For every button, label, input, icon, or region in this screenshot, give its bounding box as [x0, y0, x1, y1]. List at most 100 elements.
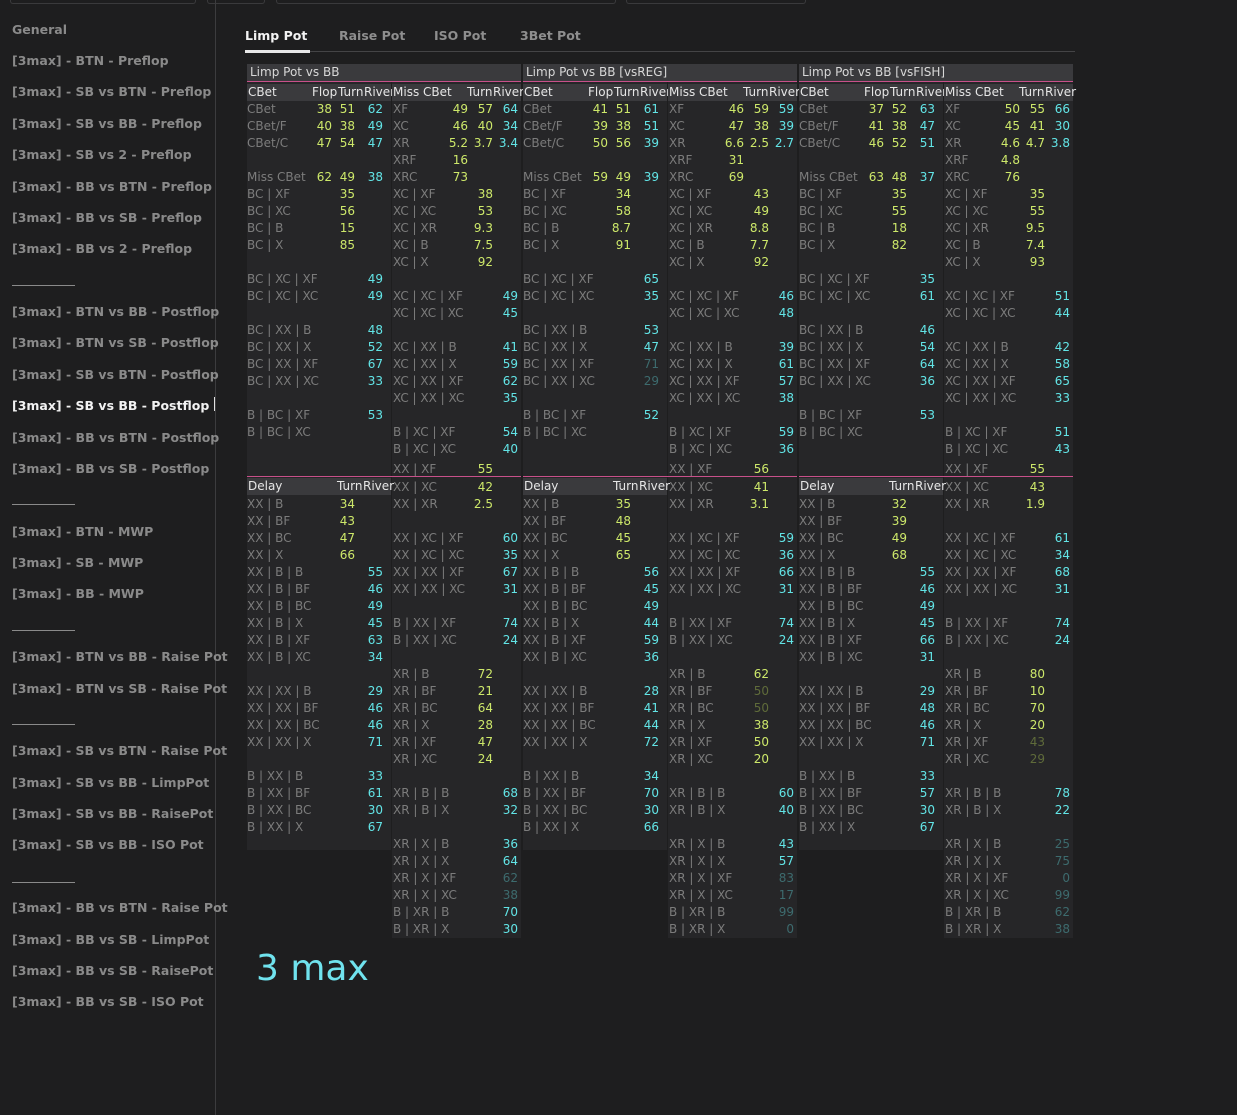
sidebar-item[interactable]: [3max] - BB - MWP [12, 586, 144, 601]
stat-value: 31 [1054, 582, 1070, 596]
stat-row: XR | B | X 22 [945, 802, 1074, 819]
stat-row: XRC 69 [669, 169, 798, 186]
stat-value: 55 [1029, 204, 1045, 218]
stat-label: XR | X | XF [945, 871, 1009, 885]
sidebar-item[interactable]: [3max] - SB vs BB - LimpPot [12, 775, 210, 790]
stat-label: CBet/F [799, 119, 839, 133]
stat-value: 34 [643, 769, 659, 783]
sidebar-item[interactable]: [3max] - BB vs SB - RaisePot [12, 963, 214, 978]
sidebar-item[interactable]: [3max] - BB vs SB - Postflop [12, 461, 210, 476]
stat-value: 66 [1054, 102, 1070, 116]
stat-row: BC | X 82 [799, 237, 943, 254]
stat-label: XX | B | BC [247, 599, 312, 613]
sidebar-item[interactable]: [3max] - SB vs BTN - Raise Pot [12, 743, 228, 758]
stat-label: XX | XC | XC [393, 548, 465, 562]
stat-value: 38 [753, 718, 769, 732]
stat-row: XX | XX | BF 48 [799, 700, 943, 717]
stat-label: XX | XC [669, 480, 713, 494]
sidebar-item[interactable]: [3max] - BTN vs SB - Raise Pot [12, 681, 228, 696]
stat-row: XX | XC | XF 59 [669, 530, 798, 547]
sidebar-item[interactable]: General [12, 22, 67, 37]
sidebar-item[interactable]: [3max] - BTN vs BB - Raise Pot [12, 649, 228, 664]
toolbar-stub[interactable] [10, 0, 196, 4]
stat-label: XR [669, 136, 686, 150]
stat-value: 67 [367, 820, 383, 834]
sidebar-item[interactable]: [3max] - BB vs 2 - Preflop [12, 241, 193, 256]
header-river: River [769, 85, 801, 99]
sidebar-item[interactable]: [3max] - SB vs 2 - Preflop [12, 147, 192, 162]
sidebar-item[interactable]: [3max] - SB vs BB - Preflop [12, 116, 202, 131]
sidebar-item[interactable]: [3max] - BB vs SB - LimpPot [12, 932, 210, 947]
stat-label: XRC [945, 170, 970, 184]
stat-label: BC | XC | XF [799, 272, 870, 286]
sidebar-item[interactable]: [3max] - SB vs BB - RaisePot [12, 806, 214, 821]
tab-3bet-pot[interactable]: 3Bet Pot [520, 28, 581, 43]
stat-value: 75 [1054, 854, 1070, 868]
toolbar-stub[interactable] [626, 0, 806, 4]
stat-label: Miss CBet [247, 170, 306, 184]
tab-raise-pot[interactable]: Raise Pot [339, 28, 406, 43]
stat-value: 70 [1029, 701, 1045, 715]
sidebar-item[interactable]: [3max] - BB vs BTN - Preflop [12, 179, 212, 194]
stat-row: CBet/C 50 56 39 [523, 135, 667, 152]
stat-value: 49 [919, 599, 935, 613]
stat-label: XX | XR [393, 497, 438, 511]
sidebar-item[interactable]: [3max] - BB vs SB - ISO Pot [12, 994, 204, 1009]
stat-row: B | BC | XF 53 [247, 407, 391, 424]
stat-row: XR | BF 21 [393, 683, 522, 700]
sidebar-item[interactable]: [3max] - BB vs BTN - Postflop [12, 430, 220, 445]
stat-row: XC | XX | B 39 [669, 339, 798, 356]
stat-value: 50 [753, 701, 769, 715]
stat-label: B | XR | X [945, 922, 1002, 936]
sidebar-item[interactable]: [3max] - BB vs BTN - Raise Pot [12, 900, 228, 915]
stat-value: 51 [339, 102, 355, 116]
stat-value: 3.1 [749, 497, 769, 511]
stat-label: XRF [393, 153, 417, 167]
stat-value: 62 [753, 667, 769, 681]
sidebar-item[interactable]: [3max] - BTN - Preflop [12, 53, 169, 68]
sidebar-item[interactable]: [3max] - BTN - MWP [12, 524, 154, 539]
stat-row: XR | X | B 36 [393, 836, 522, 853]
stat-value: 55 [891, 204, 907, 218]
sidebar-item[interactable]: [3max] - SB - MWP [12, 555, 144, 570]
stat-label: XX | BF [799, 514, 843, 528]
stat-row: XX | XX | XF 66 [669, 564, 798, 581]
stat-value: 9.5 [1025, 221, 1045, 235]
stat-value: 45 [643, 582, 659, 596]
stat-label: XC | XC | XF [669, 289, 739, 303]
stat-value: 31 [502, 582, 518, 596]
sidebar-item[interactable]: [3max] - SB vs BTN - Postflop [12, 367, 219, 382]
stat-value: 62 [1054, 905, 1070, 919]
stat-row: XX | XX | XF 67 [393, 564, 522, 581]
stat-value: 49 [615, 170, 631, 184]
stat-row: XX | XX | XC 31 [393, 581, 522, 598]
stat-value: 51 [1054, 425, 1070, 439]
stat-row: XR 5.2 3.7 3.4 [393, 135, 522, 152]
stat-label: XX | XC | XF [945, 531, 1016, 545]
sidebar-item[interactable]: [3max] - SB vs BB - ISO Pot [12, 837, 204, 852]
stat-value: 4.7 [1025, 136, 1045, 150]
stat-value: 59 [778, 425, 794, 439]
stat-row: CBet/F 40 38 49 [247, 118, 391, 135]
sidebar-item[interactable]: [3max] - BTN vs SB - Postflop [12, 335, 219, 350]
sidebar-item[interactable]: [3max] - BB vs SB - Preflop [12, 210, 202, 225]
stat-label: XX | XX | XF [669, 565, 741, 579]
stat-label: XX | B | X [247, 616, 304, 630]
stat-row: XX | XX | BC 46 [247, 717, 391, 734]
stat-row: XC | XF 35 [945, 186, 1074, 203]
tab-limp-pot[interactable]: Limp Pot [245, 28, 308, 43]
sidebar-item[interactable]: [3max] - BTN vs BB - Postflop [12, 304, 220, 319]
stat-value: 38 [753, 119, 769, 133]
stat-row: XX | XX | XC 31 [669, 581, 798, 598]
stat-row: XX | XX | BF 46 [247, 700, 391, 717]
toolbar-stub[interactable] [207, 0, 265, 4]
stat-value: 47 [919, 119, 935, 133]
stat-row: XX | B | X 45 [799, 615, 943, 632]
toolbar-stub[interactable] [276, 0, 616, 4]
stat-row: BC | XX | X 52 [247, 339, 391, 356]
sidebar-item[interactable]: [3max] - SB vs BTN - Preflop [12, 84, 212, 99]
stat-row: XR | XF 47 [393, 734, 522, 751]
sidebar-item[interactable]: [3max] - SB vs BB - Postflop [12, 398, 210, 413]
tab-iso-pot[interactable]: ISO Pot [434, 28, 487, 43]
stat-value: 59 [592, 170, 608, 184]
